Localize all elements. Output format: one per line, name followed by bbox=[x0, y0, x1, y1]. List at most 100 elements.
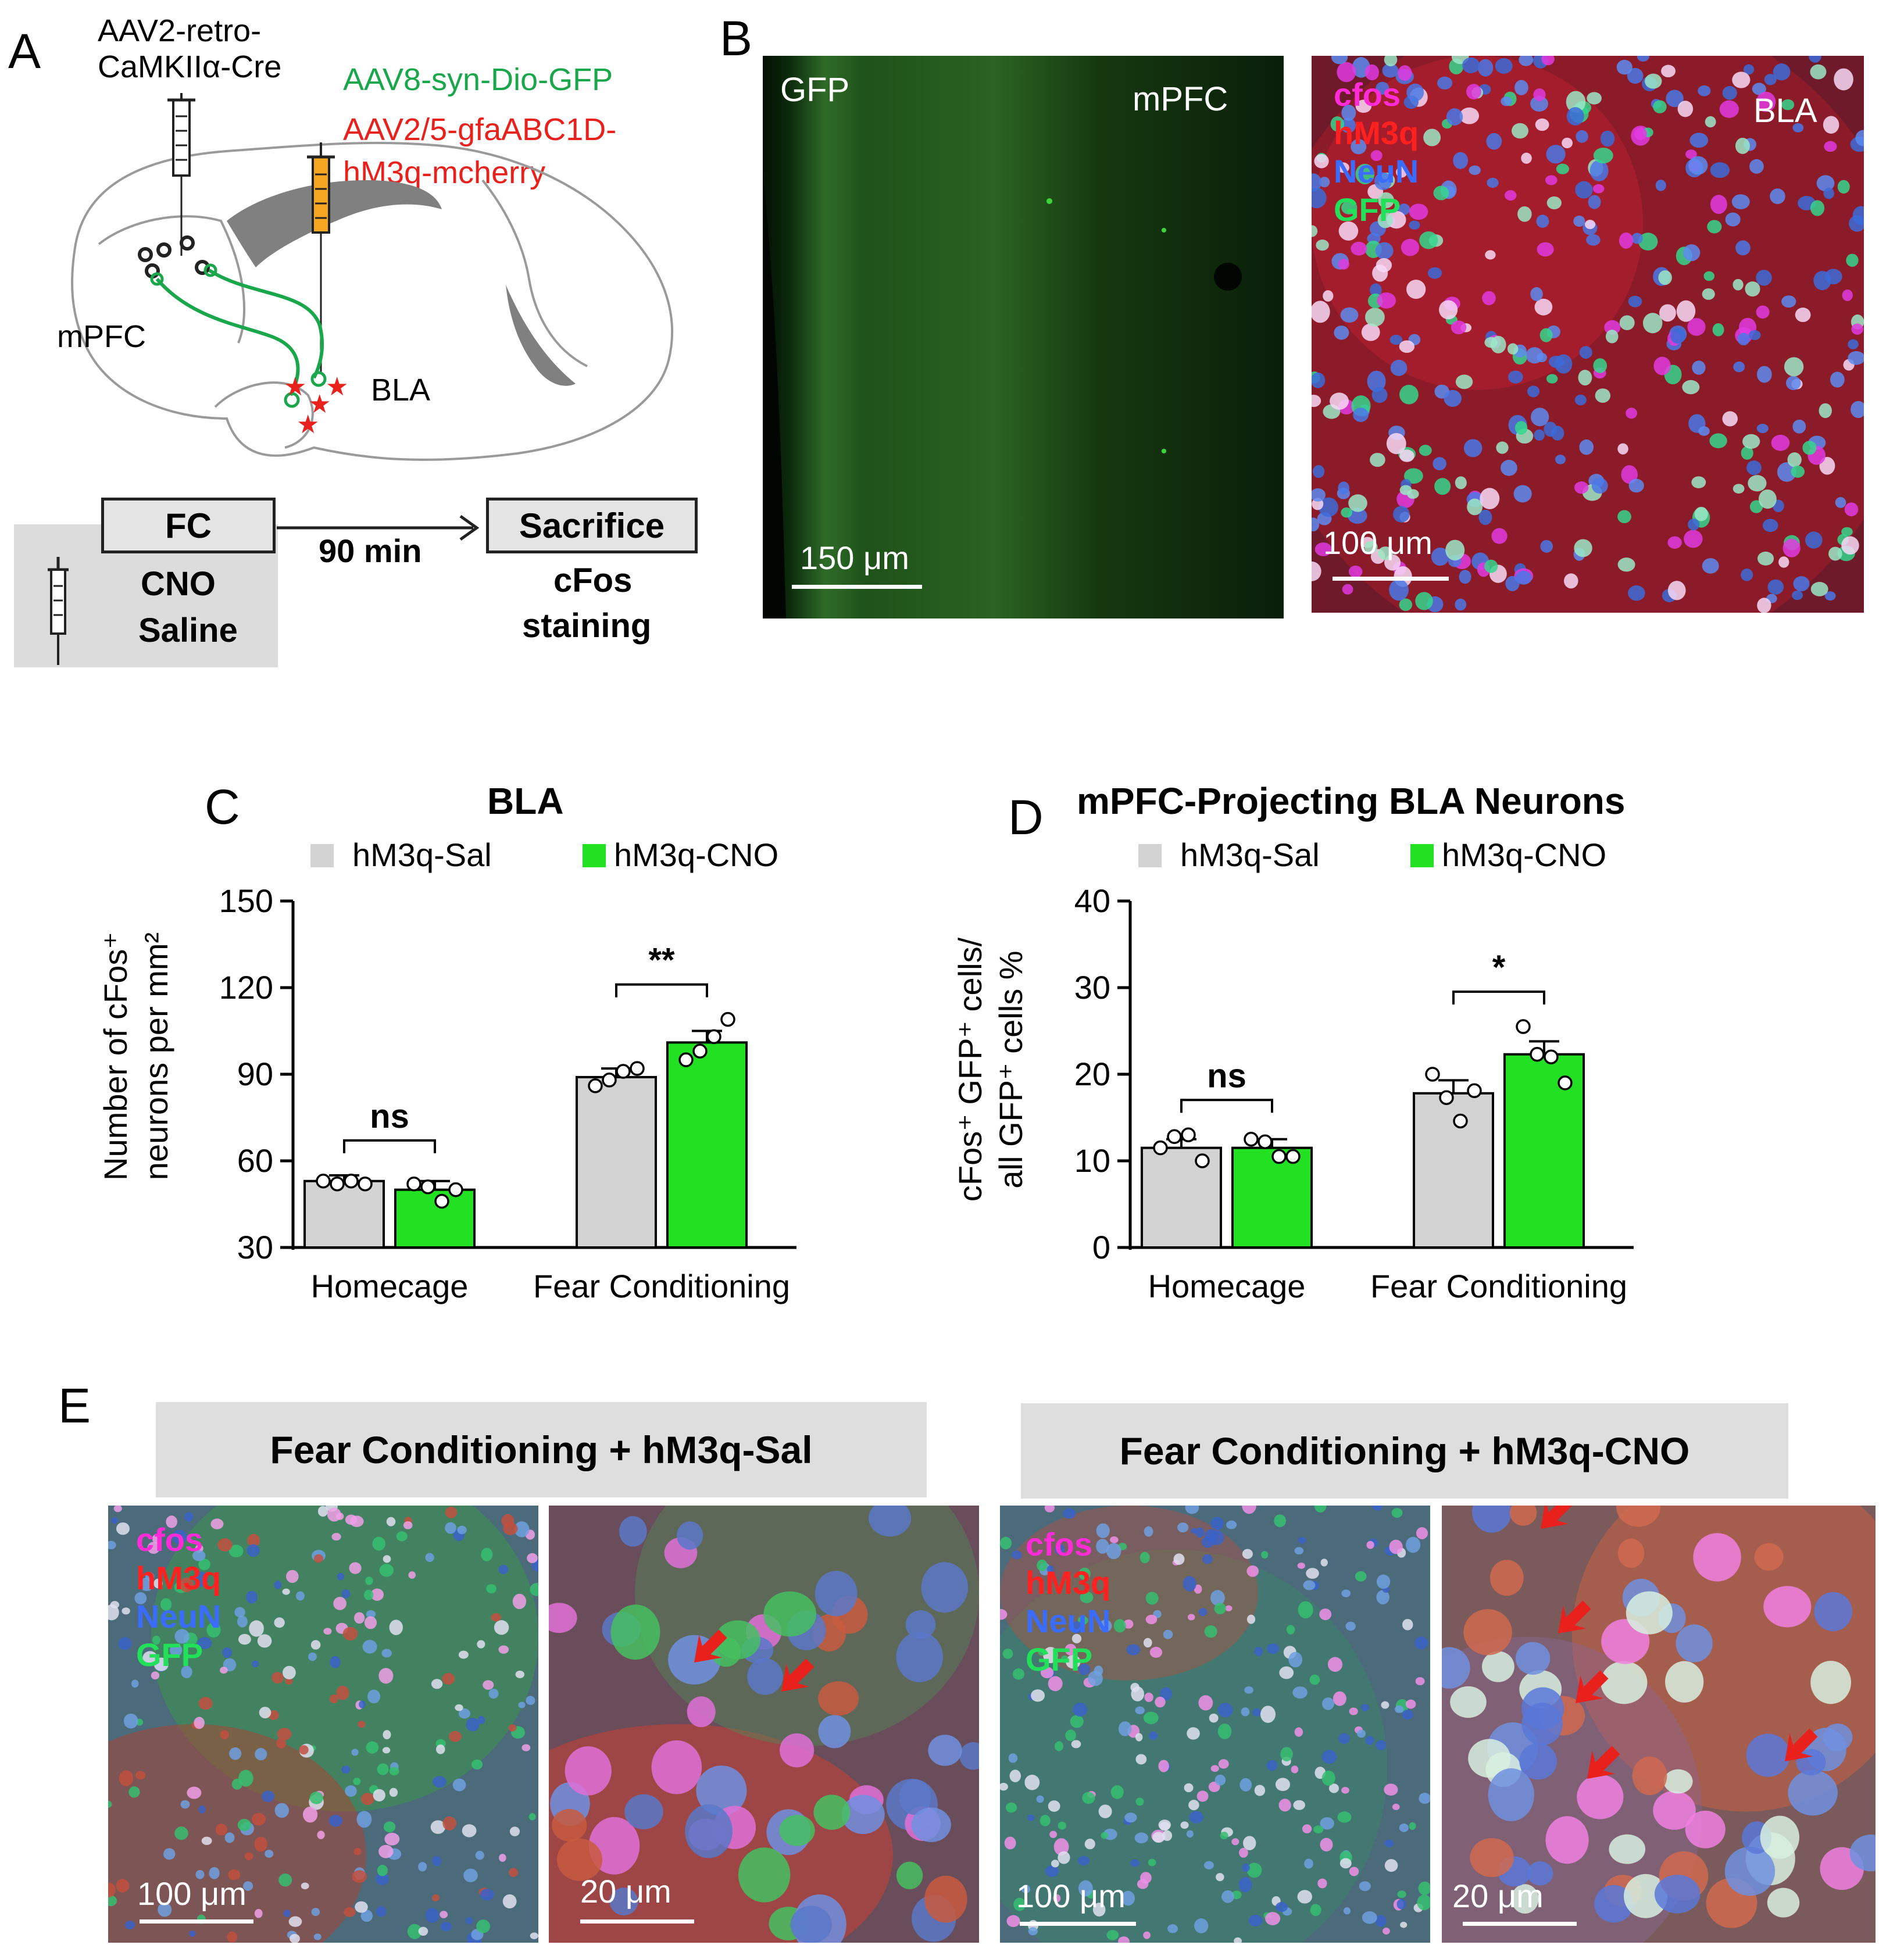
staining-line2-label: staining bbox=[522, 607, 652, 645]
chart-d-datapoint bbox=[1530, 1046, 1545, 1062]
chart-c: hM3q-Sal hM3q-CNO Number of cFos⁺ neuron… bbox=[97, 836, 796, 1304]
indicator-arrow-icon bbox=[1785, 1728, 1818, 1761]
indicator-arrow-icon bbox=[1576, 1670, 1609, 1703]
gfp-channel-label: GFP bbox=[780, 71, 850, 109]
channel-gfp: GFP bbox=[1334, 191, 1401, 228]
mpfc-image-label: mPFC bbox=[1133, 80, 1228, 118]
injection-syringe-icon bbox=[48, 557, 69, 665]
panel-label-d: D bbox=[1008, 790, 1044, 845]
channel-neun: NeuN bbox=[1026, 1603, 1111, 1640]
chart-c-datapoint bbox=[602, 1072, 617, 1088]
chart-d-datapoint bbox=[1544, 1049, 1559, 1064]
chart-c-ytick-label: 150 bbox=[219, 882, 273, 919]
channel-gfp: GFP bbox=[136, 1636, 203, 1674]
channel-hm3q: hM3q bbox=[136, 1560, 222, 1597]
chart-d-category-label: Homecage bbox=[1148, 1268, 1306, 1304]
sacrifice-box: Sacrifice bbox=[486, 498, 698, 553]
svg-text:★: ★ bbox=[284, 373, 306, 401]
channel-cfos: cfos bbox=[1334, 76, 1401, 113]
indicator-arrow-icon bbox=[1541, 1506, 1574, 1529]
chart-c-datapoint bbox=[420, 1179, 435, 1195]
indicator-arrow-icon bbox=[781, 1658, 815, 1692]
panel-label-a: A bbox=[8, 24, 41, 78]
chart-d: hM3q-Sal hM3q-CNO cFos⁺ GFP⁺ cells/ all … bbox=[952, 836, 1634, 1304]
syringe-hm3q-icon bbox=[307, 142, 335, 372]
chart-d-datapoint bbox=[1167, 1129, 1182, 1145]
scale-label-100: 100 μm bbox=[1016, 1878, 1126, 1914]
delay-label: 90 min bbox=[319, 532, 422, 569]
chart-d-datapoint bbox=[1271, 1149, 1287, 1164]
chart-d-ytick-label: 10 bbox=[1074, 1142, 1110, 1179]
chart-c-bar bbox=[666, 1041, 748, 1249]
chart-d-significance-bracket bbox=[1452, 991, 1545, 1005]
chart-c-datapoint bbox=[358, 1176, 373, 1192]
chart-c-bar bbox=[576, 1075, 657, 1249]
chart-d-ylabel-line2: all GFP⁺ cells % bbox=[992, 950, 1029, 1188]
chart-c-significance-label: ns bbox=[370, 1097, 409, 1135]
scale-bar-150 bbox=[792, 585, 922, 589]
chart-d-datapoint bbox=[1453, 1113, 1468, 1129]
legend-sal-swatch bbox=[1138, 844, 1162, 867]
cno-low-mag-micrograph: cfos hM3q NeuN GFP 100 μm bbox=[1000, 1506, 1430, 1943]
bla-channel-legend: cfos hM3q NeuN GFP bbox=[1334, 76, 1419, 229]
channel-hm3q: hM3q bbox=[1026, 1564, 1111, 1601]
brain-schematic: ★ ★ ★ ★ bbox=[71, 93, 673, 461]
fc-box: FC bbox=[101, 498, 276, 553]
chart-c-datapoint bbox=[434, 1193, 449, 1209]
sal-high-mag-micrograph: 20 μm bbox=[549, 1506, 979, 1943]
injection-hm3q-label-line1: AAV2/5-gfaABC1D- bbox=[343, 112, 617, 147]
chart-c-datapoint bbox=[692, 1043, 708, 1059]
chart-c-ytick-label: 90 bbox=[237, 1056, 273, 1092]
panel-label-b: B bbox=[720, 11, 753, 66]
chart-d-ytick-label: 30 bbox=[1074, 969, 1110, 1006]
chart-c-datapoint bbox=[406, 1176, 421, 1192]
chart-c-significance-bracket bbox=[615, 983, 708, 998]
legend-sal-label: hM3q-Sal bbox=[352, 836, 492, 873]
chart-d-datapoint bbox=[1425, 1067, 1440, 1082]
chart-c-datapoint bbox=[316, 1174, 331, 1189]
banner-cno: Fear Conditioning + hM3q-CNO bbox=[1021, 1403, 1788, 1499]
channel-neun: NeuN bbox=[136, 1598, 222, 1635]
channel-cfos: cfos bbox=[136, 1521, 203, 1558]
panel-label-e: E bbox=[58, 1378, 91, 1433]
banner-cno-label: Fear Conditioning + hM3q-CNO bbox=[1119, 1429, 1690, 1472]
chart-c-datapoint bbox=[344, 1174, 359, 1189]
scale-label-150: 150 μm bbox=[800, 539, 909, 576]
legend-cno-label: hM3q-CNO bbox=[614, 836, 778, 873]
timeline-arrow bbox=[277, 514, 480, 541]
chart-c-bar bbox=[394, 1188, 476, 1249]
chart-c-datapoint bbox=[588, 1078, 603, 1093]
mpfc-gfp-micrograph: GFP mPFC 150 μm bbox=[763, 56, 1284, 619]
chart-d-significance-bracket bbox=[1180, 1099, 1273, 1113]
treatment-cno-label: CNO bbox=[141, 565, 216, 603]
chart-c-ylabel-line1: Number of cFos⁺ bbox=[97, 932, 134, 1181]
channel-gfp: GFP bbox=[1026, 1641, 1093, 1678]
cno-channel-legend: cfos hM3q NeuN GFP bbox=[1026, 1525, 1110, 1679]
scale-bar-20 bbox=[1463, 1922, 1577, 1926]
legend-sal-swatch bbox=[310, 844, 334, 867]
chart-c-datapoint bbox=[616, 1064, 631, 1079]
chart-d-title: mPFC-Projecting BLA Neurons bbox=[1077, 780, 1626, 822]
chart-d-significance-label: * bbox=[1492, 949, 1506, 986]
chart-c-datapoint bbox=[720, 1011, 735, 1027]
chart-c-ytick-label: 30 bbox=[237, 1229, 273, 1265]
chart-d-datapoint bbox=[1439, 1090, 1454, 1105]
sal-low-mag-micrograph: cfos hM3q NeuN GFP 100 μm bbox=[108, 1506, 538, 1943]
chart-c-ylabel-line2: neurons per mm² bbox=[138, 932, 174, 1180]
indicator-arrow-icon bbox=[1587, 1746, 1620, 1779]
chart-d-ytick-label: 0 bbox=[1092, 1229, 1110, 1265]
legend-sal-label: hM3q-Sal bbox=[1180, 836, 1320, 873]
scale-label-20: 20 μm bbox=[1452, 1878, 1544, 1914]
treatment-saline-label: Saline bbox=[138, 612, 238, 649]
indicator-arrow-icon bbox=[694, 1629, 727, 1663]
chart-c-title: BLA bbox=[487, 780, 564, 822]
chart-d-bar bbox=[1231, 1146, 1313, 1249]
bla-merge-micrograph: cfos hM3q NeuN GFP BLA 100 μm bbox=[1312, 56, 1864, 613]
chart-d-bar bbox=[1413, 1092, 1494, 1249]
chart-c-datapoint bbox=[330, 1176, 345, 1192]
scale-bar-100 bbox=[1333, 577, 1449, 581]
chart-c-category-label: Fear Conditioning bbox=[533, 1268, 790, 1304]
chart-c-ytick-label: 120 bbox=[219, 969, 273, 1006]
mpfc-neurons bbox=[138, 235, 210, 278]
legend-cno-swatch bbox=[1410, 844, 1434, 867]
